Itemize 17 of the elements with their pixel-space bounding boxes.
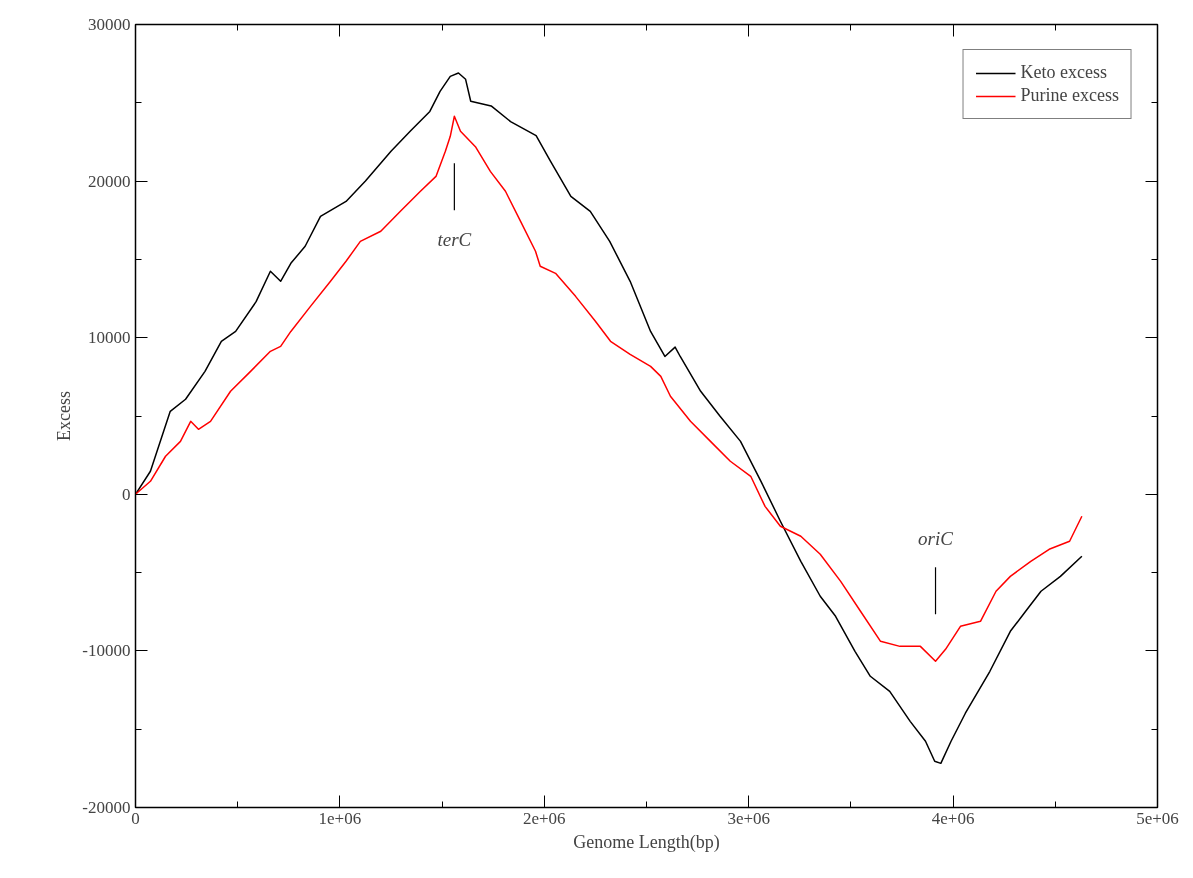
- annotation: terC: [437, 228, 472, 250]
- x-tick-label: 4e+06: [931, 808, 975, 828]
- y-tick-label: -10000: [82, 641, 131, 661]
- y-tick-label: 0: [122, 484, 131, 504]
- x-axis-title: Genome Length(bp): [573, 831, 720, 853]
- y-tick-label: 10000: [88, 328, 131, 348]
- annotation: oriC: [918, 527, 954, 549]
- y-tick-label: 30000: [88, 15, 131, 34]
- legend-label: Purine excess: [1020, 85, 1119, 106]
- y-tick-label: -20000: [82, 798, 131, 817]
- x-tick-label: 5e+06: [1136, 808, 1179, 828]
- x-tick-label: 2e+06: [522, 808, 566, 828]
- y-tick-label: 20000: [88, 171, 131, 191]
- x-tick-label: 3e+06: [727, 808, 771, 828]
- x-tick-label: 1e+06: [318, 808, 362, 828]
- legend-label: Keto excess: [1020, 62, 1107, 83]
- y-axis-title: Excess: [54, 391, 75, 441]
